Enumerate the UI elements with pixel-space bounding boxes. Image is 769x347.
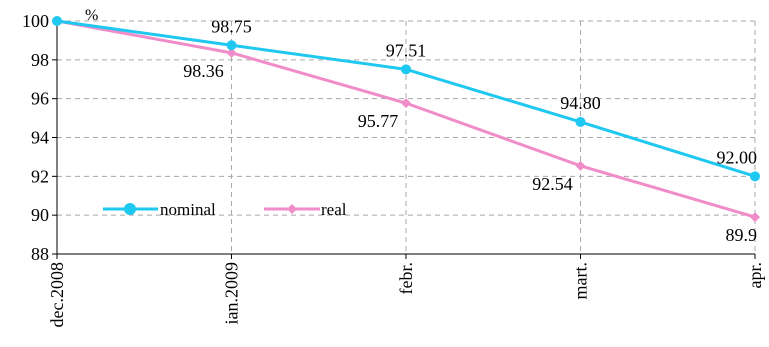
y-tick-label: 94 [31, 128, 49, 148]
y-tick-label: 88 [31, 244, 49, 264]
axes [52, 20, 756, 259]
data-label-nominal: 98.75 [211, 16, 252, 36]
x-tick-label: ian.2009 [222, 262, 242, 325]
data-point-nominal [226, 40, 237, 51]
data-label-real: 95.77 [358, 111, 399, 131]
data-point-nominal [750, 171, 760, 182]
x-axis-tick-labels: dec.2008 ian.2009 febr. mart. apr. [47, 262, 765, 327]
data-label-nominal: 94.80 [560, 93, 601, 113]
data-label-real: 92.54 [532, 174, 573, 194]
legend-label-real: real [321, 200, 347, 219]
data-label-real: 89.9 [726, 225, 758, 245]
legend-label-nominal: nominal [160, 200, 216, 219]
data-point-real [401, 98, 411, 109]
series-group [52, 16, 760, 223]
data-point-nominal [52, 16, 62, 26]
data-point-nominal [401, 64, 411, 75]
legend: nominal real [103, 200, 347, 219]
legend-marker-real [287, 204, 297, 214]
y-tick-label: 100 [22, 11, 49, 31]
x-tick-label: apr. [745, 262, 765, 289]
data-point-real [226, 47, 237, 58]
grid-lines [57, 20, 756, 254]
y-tick-label: 90 [31, 205, 49, 225]
unit-label: % [85, 7, 98, 24]
x-tick-label: dec.2008 [47, 262, 67, 327]
data-label-real: 98.36 [183, 61, 224, 81]
data-labels: 98.75 97.51 94.80 92.00 98.36 95.77 92.54 89.9 [183, 16, 757, 245]
data-point-real [575, 160, 586, 171]
data-point-real [750, 212, 760, 223]
y-tick-label: 92 [31, 166, 49, 186]
data-point-nominal [575, 116, 586, 127]
y-axis-tick-labels: 88 90 92 94 96 98 100 [22, 11, 49, 264]
x-tick-label: mart. [571, 262, 591, 300]
data-label-nominal: 92.00 [717, 147, 758, 167]
y-tick-label: 96 [31, 89, 49, 109]
x-tick-label: febr. [396, 262, 416, 294]
legend-marker-nominal [124, 203, 136, 215]
y-tick-label: 98 [31, 50, 49, 70]
data-label-nominal: 97.51 [386, 40, 427, 60]
